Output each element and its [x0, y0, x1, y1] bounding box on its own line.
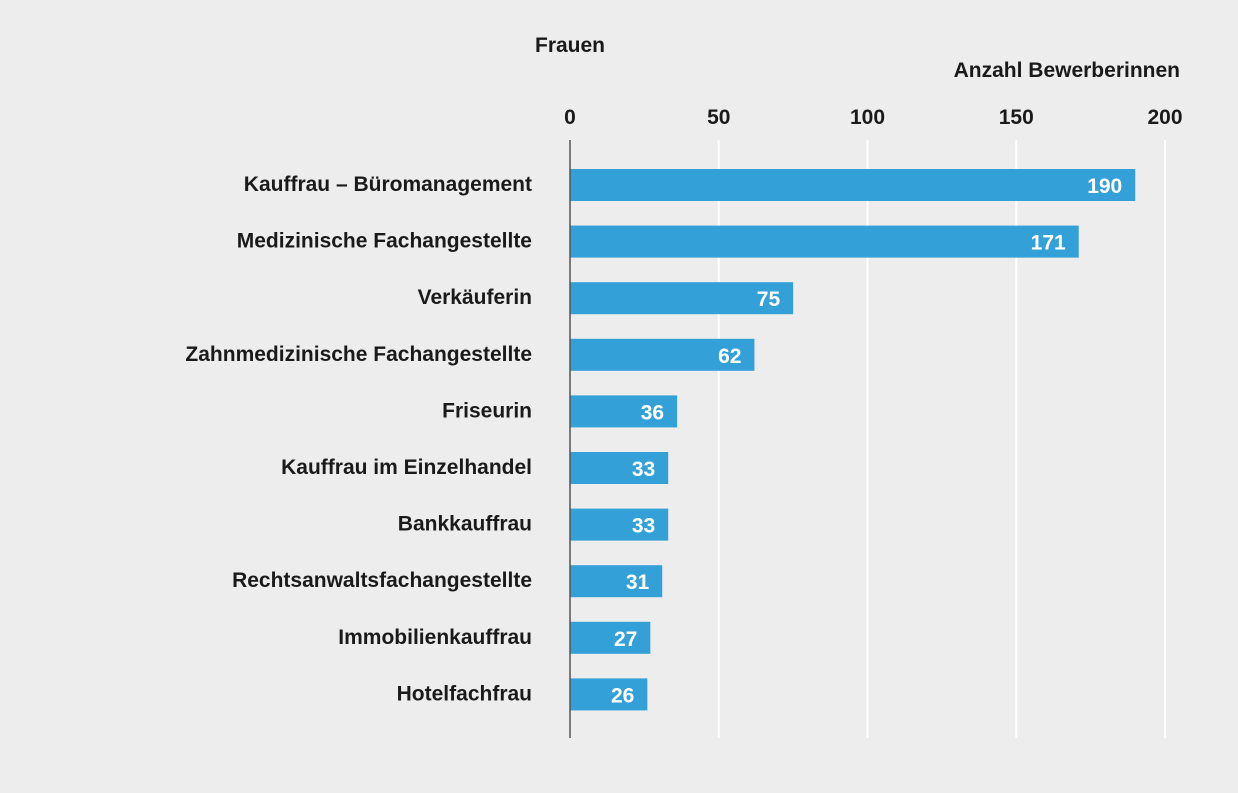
category-label: Immobilienkauffrau: [338, 626, 532, 649]
category-label: Rechtsanwaltsfachangestellte: [232, 569, 532, 592]
category-label: Bankkauffrau: [398, 513, 532, 536]
bar-value-label: 171: [1031, 232, 1066, 255]
bar-value-label: 31: [626, 571, 650, 594]
bars: 190 171 75 62 36 33 33 31 27 26: [570, 169, 1136, 711]
bar-value-label: 33: [632, 515, 655, 538]
x-tick-label: 150: [999, 106, 1034, 129]
category-label: Medizinische Fachangestellte: [237, 230, 532, 253]
category-label: Kauffrau im Einzelhandel: [281, 456, 532, 479]
bar: [570, 452, 669, 484]
x-axis-ticks: 0 50 100 150 200: [564, 106, 1182, 129]
category-label: Hotelfachfrau: [397, 682, 532, 705]
bar-value-label: 33: [632, 458, 655, 481]
bar: [570, 565, 663, 598]
bar: [570, 169, 1136, 201]
bar: [570, 508, 669, 541]
bar-value-label: 27: [614, 628, 637, 651]
x-tick-label: 200: [1147, 106, 1182, 129]
category-label: Kauffrau – Büromanagement: [244, 173, 532, 196]
category-labels: Kauffrau – Büromanagement Medizinische Fa…: [185, 173, 532, 705]
x-tick-label: 0: [564, 106, 576, 129]
bar-value-label: 62: [718, 345, 741, 368]
bar: [570, 338, 755, 371]
x-tick-label: 50: [707, 106, 730, 129]
bar-value-label: 190: [1087, 175, 1122, 198]
bar: [570, 395, 678, 428]
chart-title: Frauen: [535, 34, 605, 57]
category-label: Zahnmedizinische Fachangestellte: [185, 343, 532, 366]
bar: [570, 621, 651, 654]
bar-value-label: 75: [757, 288, 781, 311]
bar: [570, 225, 1079, 258]
x-tick-label: 100: [850, 106, 885, 129]
bar-value-label: 26: [611, 684, 634, 707]
bar: [570, 678, 648, 711]
bar-value-label: 36: [641, 401, 664, 424]
category-label: Friseurin: [442, 399, 532, 422]
bar: [570, 282, 794, 315]
category-label: Verkäuferin: [418, 286, 532, 309]
x-axis-label: Anzahl Bewerberinnen: [954, 59, 1180, 82]
